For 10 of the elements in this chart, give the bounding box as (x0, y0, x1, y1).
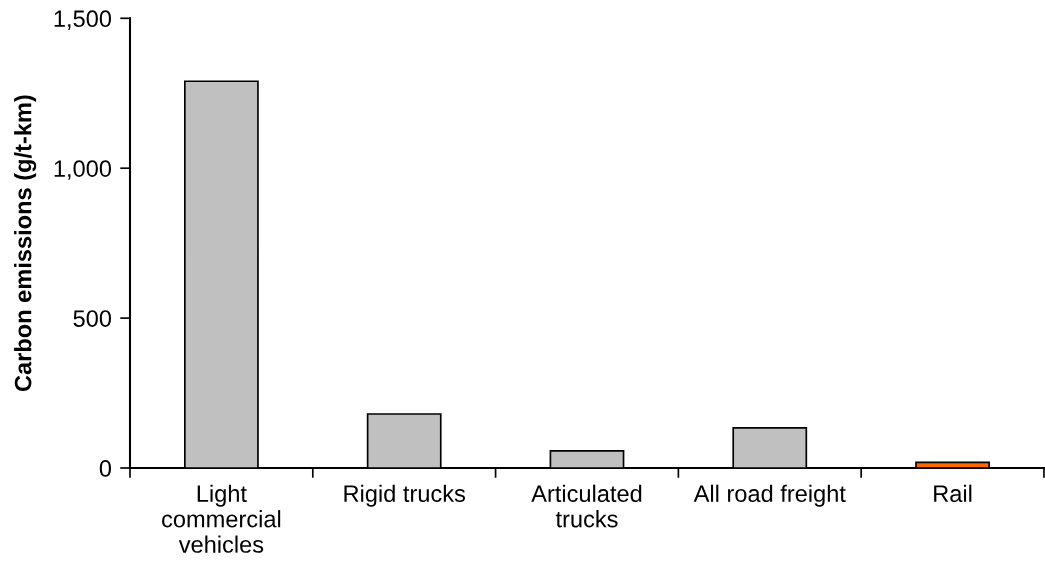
y-axis-title: Carbon emissions (g/t-km) (14, 95, 37, 392)
x-tick-label: All road freight (693, 484, 846, 507)
x-tick-label: Rigid trucks (344, 484, 465, 507)
y-tick-label: 0 (99, 460, 112, 477)
x-tick-label: Articulated trucks (531, 484, 642, 528)
x-tick-label: Light commercial vehicles (162, 484, 281, 553)
y-tick-label: 500 (73, 310, 112, 327)
x-tick-label: Rail (934, 484, 972, 503)
y-tick-label: 1,000 (54, 160, 112, 180)
y-tick-label: 1,500 (54, 10, 112, 30)
